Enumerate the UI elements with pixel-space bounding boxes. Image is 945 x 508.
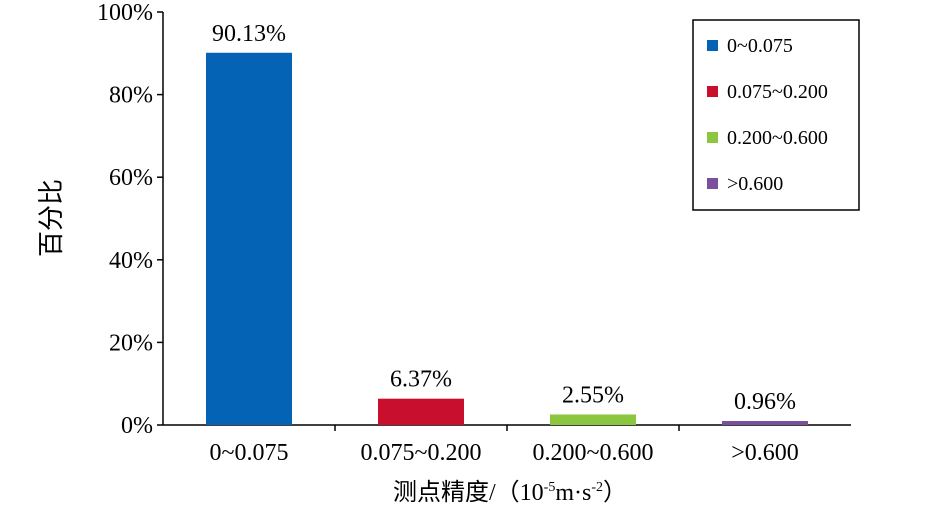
bar	[550, 414, 636, 425]
y-axis-title: 百分比	[37, 179, 66, 257]
x-axis-title-end: ）	[603, 480, 627, 506]
x-axis-title-sup2: -2	[591, 480, 603, 495]
legend-swatch	[707, 40, 718, 51]
legend-label: >0.600	[727, 173, 783, 195]
legend-swatch	[707, 132, 718, 143]
y-tick-label: 20%	[109, 330, 153, 356]
y-tick-label: 0%	[121, 413, 153, 439]
legend-swatch	[707, 86, 718, 97]
bar-value-label: 0.96%	[734, 389, 796, 415]
x-axis-title-unit: m·s	[555, 480, 591, 506]
y-tick-label: 100%	[97, 0, 153, 26]
legend-label: 0~0.075	[727, 35, 793, 57]
legend-box	[692, 19, 860, 211]
bars: 90.13% 0~0.075 6.37% 0.075~0.200 2.55% 0.200~…	[206, 21, 808, 466]
y-ticks: 0% 20% 40% 60% 80% 100%	[97, 0, 163, 439]
y-tick-label: 80%	[109, 83, 153, 109]
bar	[378, 398, 464, 425]
legend-swatch	[707, 178, 718, 189]
x-tick-label: 0~0.075	[210, 440, 289, 466]
legend-label: 0.075~0.200	[727, 81, 828, 103]
bar	[206, 52, 292, 426]
x-tick-label: 0.075~0.200	[361, 440, 482, 466]
x-tick-label: >0.600	[731, 440, 799, 466]
legend: 0~0.075 0.075~0.200 0.200~0.600 >0.600	[692, 19, 860, 211]
x-axis-title-main: 测点精度/（10	[393, 479, 544, 506]
bar-value-label: 6.37%	[390, 367, 452, 393]
x-axis-title-sup1: -5	[544, 480, 556, 495]
y-tick-label: 60%	[109, 165, 153, 191]
y-tick-label: 40%	[109, 248, 153, 274]
bar	[722, 421, 808, 425]
x-tick-label: 0.200~0.600	[533, 440, 654, 466]
bar-value-label: 90.13%	[212, 21, 286, 47]
legend-items: 0~0.075 0.075~0.200 0.200~0.600 >0.600	[707, 35, 828, 195]
x-axis-title: 测点精度/（10-5m·s-2）	[393, 479, 627, 506]
bar-value-label: 2.55%	[562, 382, 624, 408]
legend-label: 0.200~0.600	[727, 127, 828, 149]
